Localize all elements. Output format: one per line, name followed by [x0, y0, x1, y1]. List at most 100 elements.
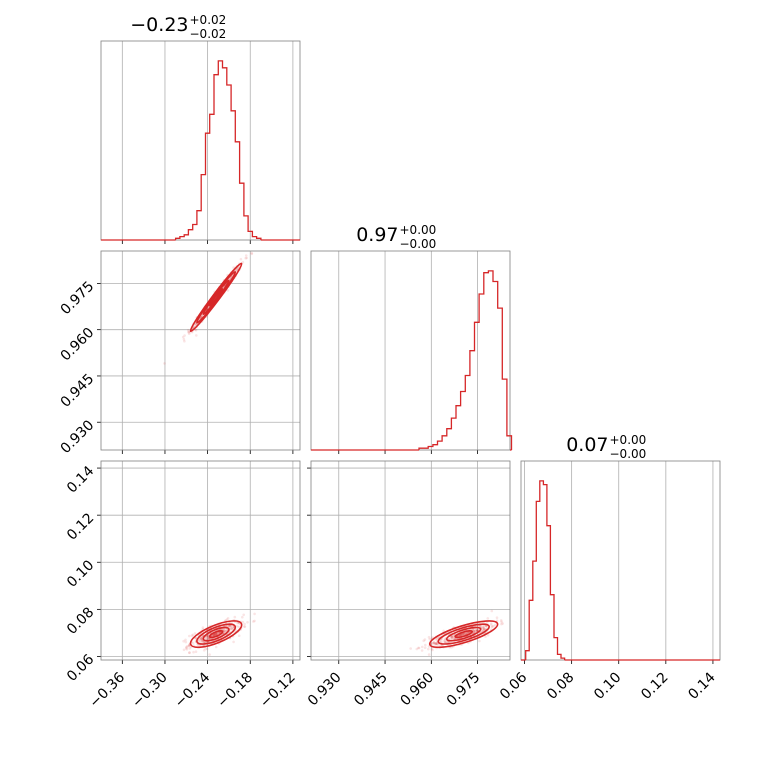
histogram-1 — [418, 270, 513, 450]
scatter-point — [208, 637, 211, 641]
scatter-point — [427, 653, 431, 656]
scatter-point — [474, 629, 477, 633]
scatter-point — [434, 643, 437, 646]
scatter-point — [432, 641, 436, 644]
contour-1-3 — [189, 620, 243, 649]
x-tick-label-0-1: −0.30 — [129, 670, 171, 712]
scatter-point — [253, 619, 256, 623]
scatter-point — [472, 630, 476, 633]
title-sup-1: +0.00 — [400, 223, 437, 237]
scatter-point — [482, 626, 485, 630]
scatter-point — [197, 639, 200, 643]
scatter-point — [182, 639, 185, 643]
scatter-point — [188, 647, 191, 650]
scatter-point — [493, 623, 497, 627]
scatter-point — [435, 642, 439, 646]
scatter-point — [443, 640, 447, 643]
scatter-point — [444, 641, 447, 644]
scatter-point — [237, 625, 240, 629]
title-sup-0: +0.02 — [190, 13, 227, 27]
scatter-point — [214, 633, 218, 636]
scatter-point — [484, 635, 487, 638]
scatter-point — [185, 647, 189, 651]
scatter-point — [243, 625, 247, 629]
scatter-point — [459, 633, 462, 637]
scatter-point — [246, 621, 249, 624]
scatter-point — [472, 629, 476, 632]
scatter-point — [236, 621, 239, 625]
scatter-point — [486, 617, 490, 620]
x-tick-label-2-3: 0.12 — [638, 670, 671, 703]
scatter-point — [417, 646, 420, 650]
y-tick-label-2-3: 0.12 — [64, 510, 97, 543]
scatter-point — [450, 634, 454, 638]
scatter-point — [233, 615, 237, 619]
scatter-point — [486, 633, 490, 637]
scatter-point — [452, 635, 455, 638]
scatter-point — [459, 633, 463, 637]
scatter-point — [182, 648, 186, 652]
scatter-point — [478, 639, 481, 643]
scatter-point — [244, 254, 248, 257]
title-sub-2: −0.00 — [610, 447, 647, 461]
scatter-point — [191, 633, 195, 637]
scatter-point — [442, 629, 445, 633]
scatter-point — [436, 643, 440, 646]
scatter-point — [433, 641, 436, 645]
x-tick-label-2-2: 0.10 — [591, 670, 624, 703]
scatter-point — [442, 640, 445, 643]
scatter-point — [443, 637, 447, 641]
scatter-point — [213, 633, 216, 636]
scatter-point — [450, 636, 454, 640]
scatter-point — [181, 335, 185, 339]
scatter-panel-1 — [100, 460, 301, 661]
scatter-point — [206, 647, 209, 651]
x-tick-label-2-0: 0.06 — [497, 669, 530, 702]
x-tick-label-1-1: 0.945 — [351, 670, 391, 710]
scatter-point — [188, 634, 191, 638]
y-tick-label-2-2: 0.10 — [64, 557, 97, 590]
scatter-point — [432, 641, 436, 644]
scatter-point — [212, 633, 215, 637]
hist-panel-1 — [310, 250, 511, 451]
scatter-point — [436, 636, 440, 640]
scatter-point — [208, 653, 211, 656]
scatter-point — [451, 636, 455, 639]
scatter-point — [239, 257, 243, 261]
scatter-point — [417, 646, 421, 650]
scatter-point — [225, 618, 229, 621]
scatter-point — [199, 638, 202, 641]
scatter-point — [475, 629, 479, 632]
scatter-point — [223, 629, 226, 633]
contour-2-2 — [437, 623, 490, 645]
scatter-point — [187, 330, 190, 334]
scatter-point — [434, 642, 438, 645]
scatter-point — [214, 632, 217, 636]
scatter-point — [202, 649, 206, 652]
scatter-point — [427, 647, 430, 651]
scatter-point — [476, 629, 479, 632]
scatter-point — [214, 645, 218, 649]
scatter-point — [495, 616, 499, 619]
scatter-point — [461, 632, 465, 636]
scatter-point — [422, 639, 426, 643]
scatter-point — [245, 256, 248, 260]
scatter-point — [443, 641, 447, 644]
scatter-point — [230, 626, 234, 630]
y-tick-label-2-0: 0.06 — [64, 651, 97, 684]
histogram-0 — [174, 60, 262, 240]
x-tick-label-0-0: −0.36 — [86, 669, 128, 711]
scatter-point — [200, 637, 203, 640]
title-sub-0: −0.02 — [190, 27, 227, 41]
scatter-point — [490, 626, 494, 629]
scatter-point — [485, 621, 489, 625]
contour-0-1 — [202, 279, 230, 316]
scatter-point — [241, 260, 245, 264]
scatter-point — [464, 631, 468, 635]
scatter-point — [201, 626, 205, 629]
scatter-point — [226, 624, 229, 628]
scatter-point — [195, 334, 198, 337]
scatter-point — [163, 362, 166, 365]
x-tick-label-1-2: 0.960 — [397, 670, 437, 710]
y-tick-label-2-1: 0.08 — [64, 604, 97, 637]
